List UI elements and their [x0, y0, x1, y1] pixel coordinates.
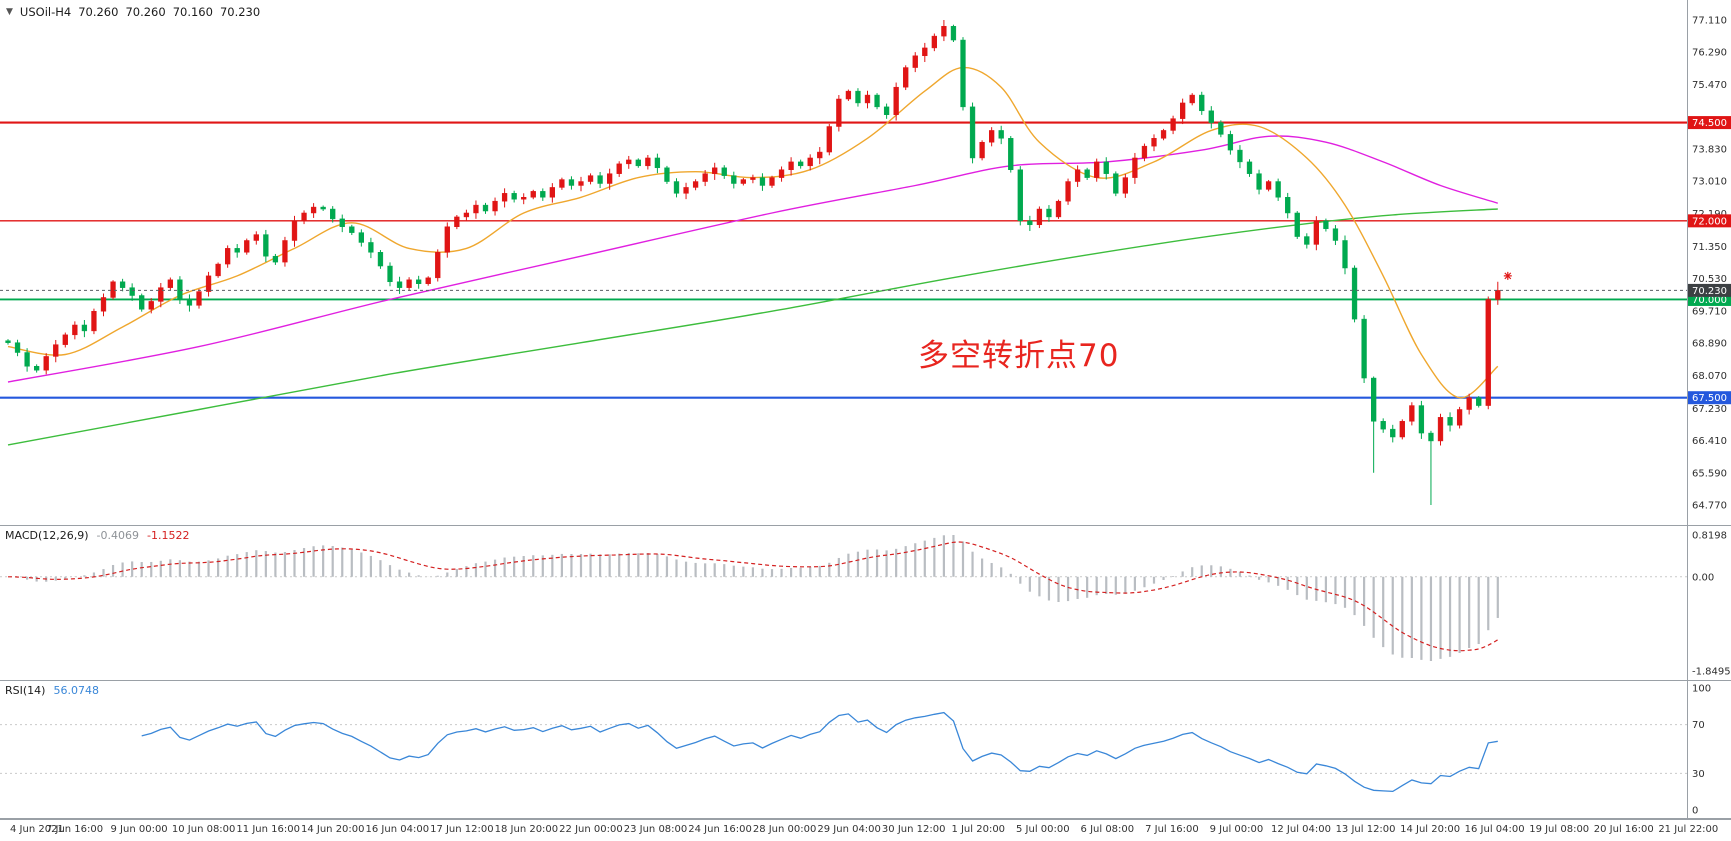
time-label: 23 Jun 08:00 — [623, 824, 688, 835]
ohlc-open: 70.260 — [78, 5, 119, 19]
rsi-level-lines — [0, 724, 1687, 774]
macd-histogram — [16, 535, 1499, 662]
time-label: 12 Jul 04:00 — [1271, 824, 1331, 835]
rsi-tick-label: 70 — [1692, 720, 1705, 731]
time-label: 11 Jun 16:00 — [236, 824, 300, 835]
price-tick-label: 68.890 — [1692, 339, 1727, 350]
ma-mid-line — [7, 135, 1499, 383]
price-tick-label: 64.770 — [1692, 501, 1727, 512]
rsi-line — [141, 711, 1498, 793]
price-badge-label: 72.000 — [1692, 216, 1727, 227]
macd-indicator-label: MACD(12,26,9) -0.4069 -1.1522 — [5, 529, 189, 542]
rsi-tick-label: 100 — [1692, 684, 1711, 695]
price-badge-label: 67.500 — [1692, 393, 1727, 404]
symbol-info: ▼ USOil-H4 70.260 70.260 70.160 70.230 — [6, 5, 260, 19]
price-badge — [1688, 214, 1731, 228]
price-tick-label: 76.290 — [1692, 48, 1727, 59]
time-label: 4 Jun 2021 — [10, 824, 64, 835]
time-label: 13 Jul 12:00 — [1335, 824, 1396, 835]
ma-slow-line — [7, 208, 1498, 446]
price-badge — [1688, 116, 1731, 130]
one-click-trading-arrow[interactable]: ▼ — [6, 7, 13, 17]
macd-tick-label: -1.8495 — [1692, 667, 1731, 678]
time-label: 7 Jul 16:00 — [1145, 824, 1199, 835]
ohlc-high: 70.260 — [125, 5, 166, 19]
macd-tick-label: 0.00 — [1692, 572, 1714, 583]
rsi-tick-label: 0 — [1692, 806, 1698, 817]
rsi-indicator-label: RSI(14) 56.0748 — [5, 684, 99, 697]
candles-series — [5, 20, 1501, 505]
chart-annotation[interactable]: 多空转折点70 — [918, 338, 1120, 374]
time-label: 10 Jun 08:00 — [171, 824, 236, 835]
time-label: 30 Jun 12:00 — [881, 824, 946, 835]
time-label: 18 Jun 20:00 — [494, 824, 559, 835]
time-label: 20 Jul 16:00 — [1593, 824, 1654, 835]
rsi-axis: 100 70 30 0 — [1692, 684, 1711, 817]
macd-signal-line — [7, 541, 1499, 652]
ohlc-close: 70.230 — [219, 5, 261, 19]
time-label: 14 Jun 20:00 — [300, 824, 365, 835]
time-label: 1 Jul 20:00 — [951, 824, 1006, 835]
symbol-label: USOil-H4 — [19, 5, 72, 19]
macd-main-value: -0.4069 — [96, 529, 140, 542]
price-tick-label: 67.230 — [1692, 404, 1727, 415]
time-label: 7 Jun 16:00 — [45, 824, 104, 835]
price-tick-label: 65.590 — [1692, 468, 1727, 479]
price-badge-label: 70.000 — [1692, 295, 1727, 306]
rsi-value: 56.0748 — [53, 684, 99, 697]
price-badge-label: 74.500 — [1692, 118, 1727, 129]
panel-dividers — [0, 525, 1731, 819]
time-label: 9 Jul 00:00 — [1209, 824, 1264, 835]
price-tick-label: 69.710 — [1692, 306, 1727, 317]
time-label: 24 Jun 16:00 — [688, 824, 752, 835]
time-label: 5 Jul 00:00 — [1015, 824, 1070, 835]
ohlc-low: 70.160 — [172, 5, 213, 19]
rsi-tick-label: 30 — [1692, 769, 1705, 780]
price-tick-label: 77.110 — [1692, 16, 1727, 27]
time-label: 16 Jul 04:00 — [1464, 824, 1525, 835]
price-tick-label: 73.010 — [1692, 177, 1727, 188]
price-tick-label: 71.350 — [1692, 242, 1727, 253]
price-tick-label: 73.830 — [1692, 144, 1727, 155]
macd-tick-label: 0.8198 — [1692, 531, 1727, 542]
price-badge — [1688, 391, 1731, 405]
time-label: 17 Jun 12:00 — [430, 824, 494, 835]
macd-signal-value: -1.1522 — [147, 529, 190, 542]
price-badge-label: 70.230 — [1692, 286, 1727, 297]
price-tick-label: 70.530 — [1692, 274, 1727, 285]
price-tick-label: 75.470 — [1692, 80, 1727, 91]
time-label: 14 Jul 20:00 — [1400, 824, 1461, 835]
time-label: 6 Jul 08:00 — [1080, 824, 1135, 835]
macd-name: MACD(12,26,9) — [5, 529, 89, 542]
ma-fast-line — [7, 66, 1499, 399]
time-label: 9 Jun 00:00 — [110, 824, 168, 835]
time-label: 28 Jun 00:00 — [752, 824, 817, 835]
price-tick-label: 66.410 — [1692, 436, 1727, 447]
time-label: 19 Jul 08:00 — [1529, 824, 1590, 835]
horizontal-level-lines — [0, 121, 1687, 399]
trade-marker-icon — [1503, 271, 1512, 280]
macd-axis: 0.8198 0.00 -1.8495 — [1692, 531, 1731, 678]
time-axis[interactable]: 4 Jun 2021 7 Jun 16:00 9 Jun 00:00 10 Jun 0… — [0, 819, 1731, 841]
time-label: 29 Jun 04:00 — [817, 824, 881, 835]
price-badge — [1688, 283, 1731, 297]
price-axis[interactable]: 77.11076.29075.47073.83073.01072.19071.3… — [1687, 0, 1731, 819]
time-label: 22 Jun 00:00 — [559, 824, 623, 835]
price-tick-label: 68.070 — [1692, 371, 1727, 382]
rsi-name: RSI(14) — [5, 684, 46, 697]
time-label: 16 Jun 04:00 — [365, 824, 430, 835]
time-label: 21 Jul 22:00 — [1658, 824, 1719, 835]
